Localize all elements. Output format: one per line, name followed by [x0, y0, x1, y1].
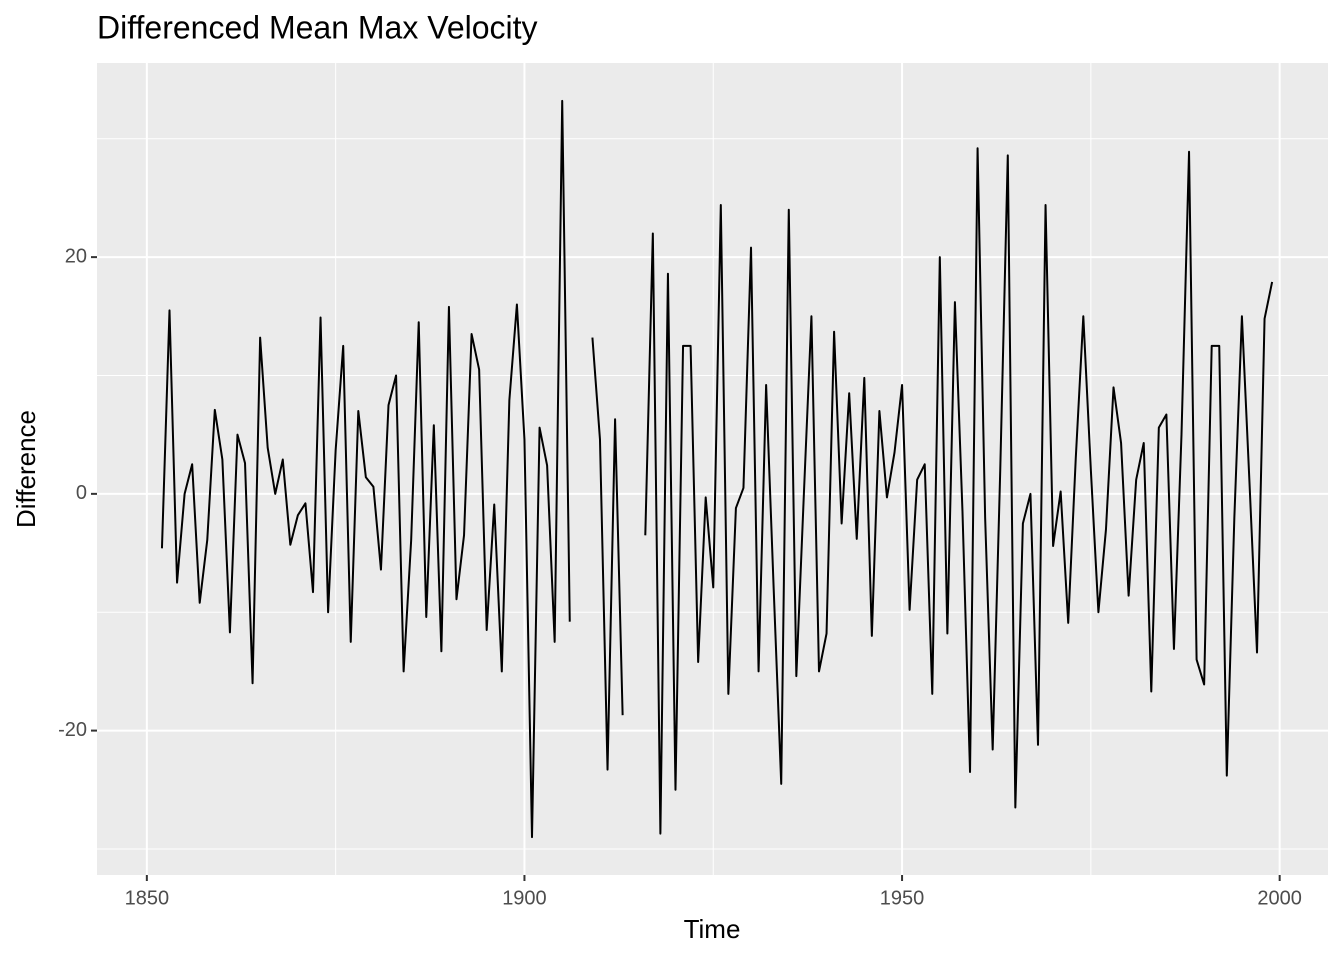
x-tick-label: 2000 [1257, 887, 1302, 909]
y-axis-label: Difference [11, 410, 41, 528]
x-tick-label: 1850 [125, 887, 170, 909]
x-axis-label: Time [684, 914, 741, 944]
x-tick-label: 1900 [502, 887, 547, 909]
y-tick-label: 20 [65, 245, 87, 267]
chart-title: Differenced Mean Max Velocity [97, 9, 538, 45]
data-line [160, 99, 1274, 839]
y-tick-label: -20 [58, 719, 87, 741]
y-tick-label: 0 [76, 482, 87, 504]
x-tick-label: 1950 [880, 887, 925, 909]
